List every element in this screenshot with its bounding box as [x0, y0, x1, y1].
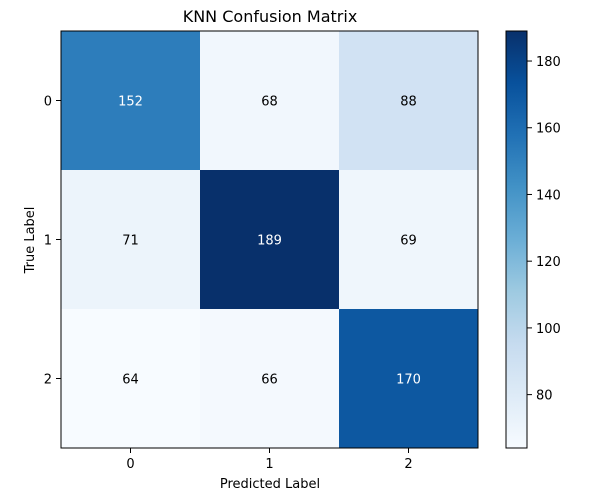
heatmap-cell — [200, 31, 339, 170]
y-tick-label: 0 — [44, 95, 52, 110]
heatmap: 152 68 88 71 189 69 64 66 170 — [60, 30, 479, 449]
x-tick-label: 0 — [126, 457, 134, 472]
heatmap-cell — [339, 31, 478, 170]
colorbar-tick-label: 140 — [536, 188, 561, 203]
cell-value-label: 170 — [396, 373, 421, 388]
heatmap-cell — [61, 309, 200, 448]
heatmap-cell — [200, 170, 339, 309]
cell-value-label: 66 — [261, 373, 278, 388]
x-axis-label: Predicted Label — [220, 477, 320, 492]
y-tick-label: 2 — [44, 373, 52, 388]
heatmap-cell — [339, 170, 478, 309]
cell-value-label: 152 — [118, 95, 143, 110]
colorbar-tick-label: 180 — [536, 55, 561, 70]
colorbar-tick-label: 80 — [536, 389, 553, 404]
x-axis-ticks: 0 1 2 — [126, 448, 413, 472]
cell-value-label: 68 — [261, 95, 278, 110]
colorbar-tick-label: 100 — [536, 322, 561, 337]
heatmap-cell — [61, 170, 200, 309]
colorbar-ticks: 80 100 120 140 160 180 — [527, 55, 561, 404]
cell-value-label: 189 — [257, 234, 282, 249]
y-tick-label: 1 — [44, 234, 52, 249]
x-tick-label: 1 — [265, 457, 273, 472]
cell-value-label: 64 — [122, 373, 139, 388]
cell-value-label: 71 — [122, 234, 139, 249]
y-axis-ticks: 0 1 2 — [44, 95, 61, 388]
cell-value-label: 88 — [400, 95, 417, 110]
heatmap-cell — [339, 309, 478, 448]
heatmap-cell — [61, 31, 200, 170]
colorbar-tick-label: 120 — [536, 255, 561, 270]
colorbar — [505, 30, 528, 449]
chart-title: KNN Confusion Matrix — [183, 7, 358, 26]
colorbar-tick-label: 160 — [536, 122, 561, 137]
y-axis-label: True Label — [23, 207, 38, 275]
cell-value-label: 69 — [400, 234, 417, 249]
x-tick-label: 2 — [404, 457, 412, 472]
heatmap-cell — [200, 309, 339, 448]
